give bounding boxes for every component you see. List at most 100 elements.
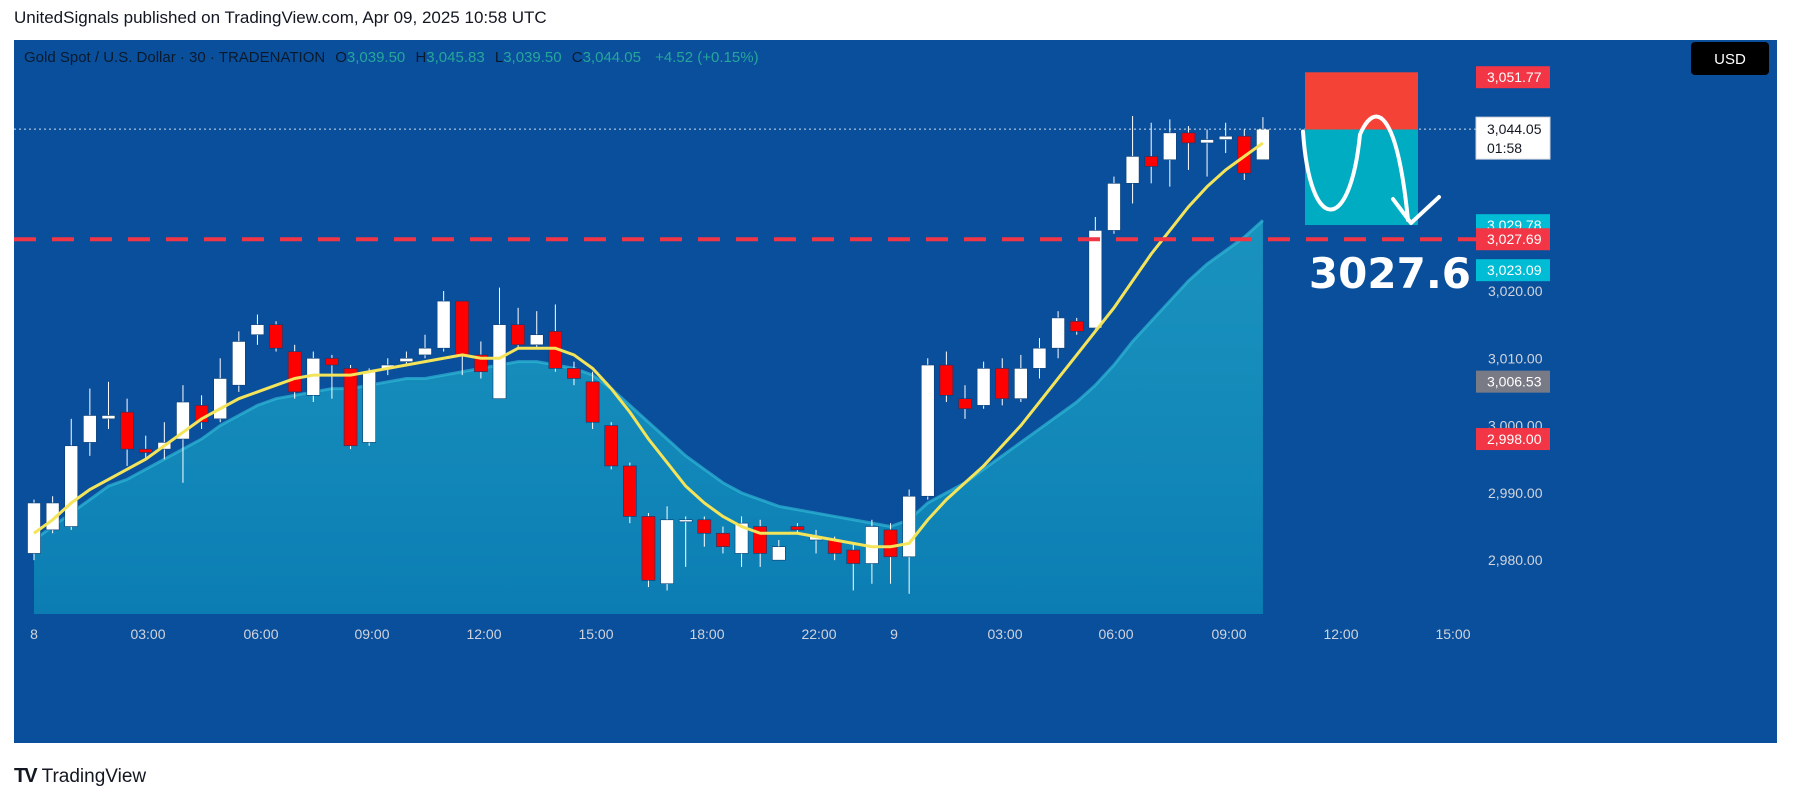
candle[interactable] — [1032, 338, 1047, 379]
candle-body — [418, 347, 432, 356]
candle[interactable] — [213, 358, 227, 423]
price-label-text: 3,023.09 — [1487, 262, 1542, 278]
candle[interactable] — [920, 358, 935, 500]
candle[interactable] — [436, 290, 451, 352]
price-tick-label: 3,010.00 — [1488, 350, 1543, 366]
candle[interactable] — [362, 368, 376, 446]
candle[interactable] — [678, 516, 693, 567]
candle[interactable] — [995, 358, 1010, 406]
candle[interactable] — [1088, 216, 1103, 332]
candle[interactable] — [83, 388, 97, 456]
legend-low-value: 3,039.50 — [503, 49, 561, 66]
price-axis-label[interactable]: 2,998.00 — [1476, 428, 1550, 451]
candle[interactable] — [1144, 122, 1158, 184]
candle[interactable] — [492, 287, 507, 399]
candle[interactable] — [138, 435, 153, 460]
candle-body — [1163, 132, 1177, 161]
target-annotation: 3027.6 — [1309, 249, 1471, 298]
candle-body — [697, 519, 712, 534]
candle-body — [771, 546, 786, 561]
candle[interactable] — [101, 381, 116, 429]
time-tick-label: 18:00 — [689, 626, 724, 642]
candle[interactable] — [790, 523, 805, 534]
price-label-text: 3,051.77 — [1487, 69, 1542, 85]
candle[interactable] — [343, 365, 358, 450]
candle-body — [1051, 317, 1065, 349]
candle[interactable] — [604, 422, 619, 470]
time-axis[interactable] — [14, 614, 1476, 743]
price-label-box — [1476, 259, 1550, 282]
candle[interactable] — [567, 361, 581, 386]
price-axis-label[interactable]: 3,023.09 — [1476, 259, 1550, 282]
candle[interactable] — [865, 519, 879, 584]
candle-body — [790, 526, 805, 531]
candle[interactable] — [958, 385, 972, 419]
current-price-label[interactable]: 3,044.05 01:58 — [1475, 116, 1551, 160]
candle-body — [120, 411, 134, 450]
candle[interactable] — [697, 516, 712, 547]
candle[interactable] — [27, 499, 41, 561]
arrow-head-icon — [1391, 195, 1441, 226]
stop-loss-zone[interactable] — [1305, 72, 1418, 130]
candle[interactable] — [1014, 354, 1028, 403]
time-tick-label: 12:00 — [466, 626, 501, 642]
time-tick-label: 09:00 — [1211, 626, 1246, 642]
price-chart[interactable]: 3027.6 2,980.002,990.003,000.003,010.003… — [14, 40, 1777, 743]
candle-body — [604, 425, 619, 467]
tradingview-logo[interactable]: TV TradingView — [14, 765, 146, 788]
candle[interactable] — [455, 300, 470, 376]
candle[interactable] — [1181, 126, 1196, 170]
candle-body — [995, 368, 1010, 399]
candle[interactable] — [716, 526, 730, 554]
candle[interactable] — [660, 506, 674, 591]
candle-body — [976, 368, 991, 406]
candle[interactable] — [548, 304, 563, 372]
time-tick-label: 15:00 — [578, 626, 613, 642]
candle[interactable] — [1125, 116, 1140, 204]
candle[interactable] — [418, 334, 432, 359]
candle[interactable] — [1069, 317, 1084, 335]
candle[interactable] — [1163, 119, 1177, 187]
candle-body — [1218, 135, 1233, 140]
candle[interactable] — [1051, 311, 1065, 359]
price-axis-label[interactable]: 3,027.69 — [1476, 228, 1550, 251]
candle[interactable] — [846, 543, 861, 591]
candle[interactable] — [269, 321, 283, 352]
candle[interactable] — [976, 361, 991, 409]
ma-slow-line — [33, 219, 1264, 542]
candle-body — [585, 381, 600, 423]
candle[interactable] — [120, 398, 134, 466]
candle[interactable] — [883, 523, 898, 584]
candle[interactable] — [232, 331, 246, 392]
candle[interactable] — [585, 371, 600, 429]
currency-button-label[interactable]: USD — [1714, 51, 1746, 68]
candle-body — [939, 364, 954, 396]
candle[interactable] — [1107, 176, 1121, 234]
candle[interactable] — [1256, 117, 1270, 161]
candle[interactable] — [641, 513, 656, 588]
candle[interactable] — [1200, 129, 1214, 177]
candle[interactable] — [529, 311, 544, 349]
candle-body — [213, 378, 227, 420]
candle-body — [883, 529, 898, 558]
candle[interactable] — [623, 462, 637, 524]
price-axis-label[interactable]: 3,051.77 — [1476, 66, 1550, 89]
candle-body — [1181, 132, 1196, 144]
candle[interactable] — [511, 307, 525, 349]
price-tick-label: 2,980.00 — [1488, 552, 1543, 568]
candle[interactable] — [64, 418, 79, 530]
candle[interactable] — [771, 539, 786, 561]
candle-body — [1200, 139, 1214, 144]
legend-change: +4.52 (+0.15%) — [655, 49, 758, 66]
candle[interactable] — [827, 536, 842, 561]
candle-body — [902, 495, 916, 558]
candle[interactable] — [250, 314, 265, 345]
price-axis-label[interactable]: 3,006.53 — [1476, 370, 1550, 393]
candle-body — [269, 324, 283, 349]
candle[interactable] — [1218, 122, 1233, 154]
candle[interactable] — [939, 351, 954, 403]
candle[interactable] — [399, 351, 414, 366]
candle[interactable] — [287, 344, 302, 399]
candle[interactable] — [325, 354, 339, 399]
currency-button[interactable]: USD — [1691, 42, 1769, 75]
